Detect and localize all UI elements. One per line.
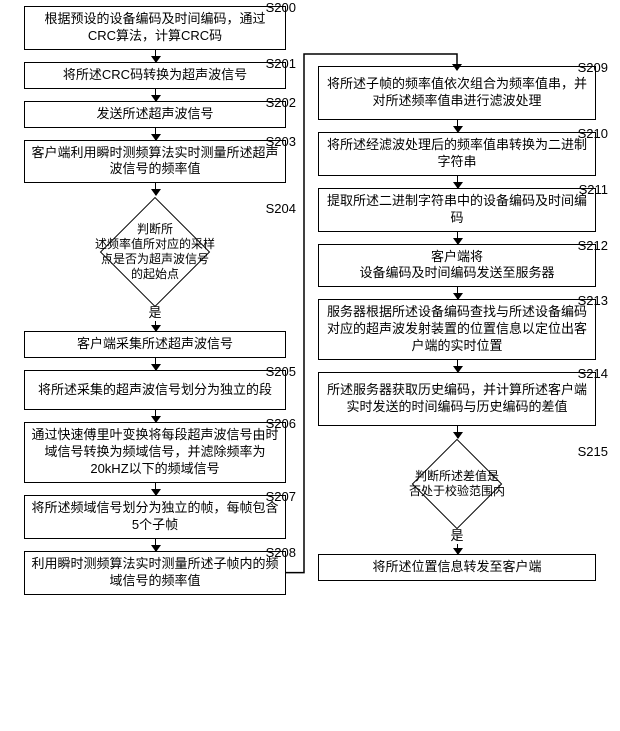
process-node: 通过快速傅里叶变换将每段超声波信号由时域信号转换为频域信号，并滤除频率为20kH… xyxy=(24,422,286,483)
process-node: 客户端将设备编码及时间编码发送至服务器 xyxy=(318,244,596,288)
process-node: 将所述采集的超声波信号划分为独立的段 xyxy=(24,370,286,410)
arrow-down xyxy=(155,483,156,495)
arrow-down xyxy=(457,544,458,554)
process-node: 将所述位置信息转发至客户端 xyxy=(318,554,596,581)
process-node: 客户端利用瞬时测频算法实时测量所述超声波信号的频率值 xyxy=(24,140,286,184)
step-label: S211 xyxy=(579,182,608,197)
decision-text: 判断所述频率值所对应的采样点是否为超声波信号的起始点 xyxy=(63,222,246,282)
process-node: 将所述CRC码转换为超声波信号 xyxy=(24,62,286,89)
step-label: S204 xyxy=(266,201,296,216)
step-label: S203 xyxy=(266,134,296,149)
decision-node: 判断所述频率值所对应的采样点是否为超声波信号的起始点 xyxy=(98,195,211,308)
arrow-down xyxy=(155,358,156,370)
process-node: 发送所述超声波信号 xyxy=(24,101,286,128)
step-label: S205 xyxy=(266,364,296,379)
process-node: 服务器根据所述设备编码查找与所述设备编码对应的超声波发射装置的位置信息以定位出客… xyxy=(318,299,596,360)
step-label: S208 xyxy=(266,545,296,560)
arrow-down xyxy=(155,50,156,62)
process-node: 所述服务器获取历史编码，并计算所述客户端实时发送的时间编码与历史编码的差值 xyxy=(318,372,596,426)
process-node: 将所述经滤波处理后的频率值串转换为二进制字符串 xyxy=(318,132,596,176)
step-label: S201 xyxy=(266,56,296,71)
arrow-down xyxy=(457,287,458,299)
step-label: S206 xyxy=(266,416,296,431)
process-node: 客户端采集所述超声波信号 xyxy=(24,331,286,358)
arrow-down xyxy=(155,183,156,195)
arrow-down xyxy=(457,426,458,438)
arrow-down xyxy=(457,176,458,188)
arrow-down xyxy=(155,128,156,140)
arrow-down xyxy=(155,89,156,101)
step-label: S207 xyxy=(266,489,296,504)
decision-text: 判断所述差值是否处于校验范围内 xyxy=(376,469,539,499)
step-label: S214 xyxy=(578,366,608,381)
process-node: 将所述频域信号划分为独立的帧，每帧包含5个子帧 xyxy=(24,495,286,539)
arrow-down xyxy=(155,410,156,422)
step-label: S200 xyxy=(266,0,296,15)
arrow-down xyxy=(457,360,458,372)
step-label: S202 xyxy=(266,95,296,110)
arrow-down xyxy=(457,120,458,132)
process-node: 根据预设的设备编码及时间编码，通过CRC算法，计算CRC码 xyxy=(24,6,286,50)
step-label: S212 xyxy=(578,238,608,253)
decision-node: 判断所述差值是否处于校验范围内 xyxy=(411,438,504,531)
process-node: 将所述子帧的频率值依次组合为频率值串，并对所述频率值串进行滤波处理 xyxy=(318,66,596,120)
arrow-down xyxy=(155,539,156,551)
process-node: 利用瞬时测频算法实时测量所述子帧内的频域信号的频率值 xyxy=(24,551,286,595)
step-label: S213 xyxy=(578,293,608,308)
arrow-down xyxy=(155,321,156,331)
step-label: S209 xyxy=(578,60,608,75)
step-label: S210 xyxy=(578,126,608,141)
arrow-down xyxy=(457,232,458,244)
process-node: 提取所述二进制字符串中的设备编码及时间编码 xyxy=(318,188,596,232)
step-label: S215 xyxy=(578,444,608,459)
